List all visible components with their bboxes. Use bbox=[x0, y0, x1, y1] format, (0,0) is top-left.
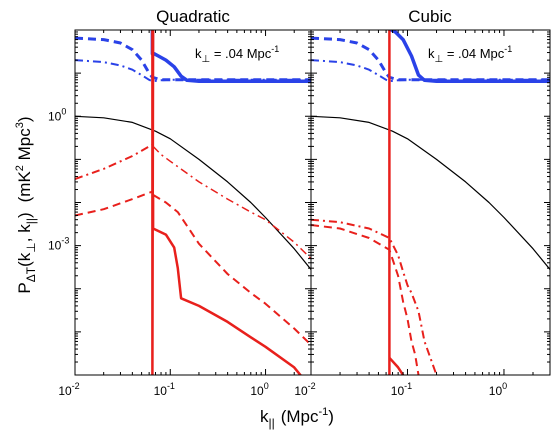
series-line-quadratic-0 bbox=[75, 115, 311, 270]
annotation-kperp-cubic: k⊥ = .04 Mpc-1 bbox=[428, 44, 512, 65]
series-line-cubic-5 bbox=[311, 218, 438, 375]
x-tick-label: 10-2 bbox=[58, 381, 79, 398]
x-axis-label: k|| (Mpc-1) bbox=[260, 406, 334, 430]
series-layer-cubic bbox=[311, 30, 550, 375]
x-tick-label: 100 bbox=[250, 381, 268, 398]
series-line-cubic-2 bbox=[311, 59, 550, 83]
series-line-quadratic-4 bbox=[75, 143, 153, 180]
series-line-cubic-7 bbox=[388, 356, 405, 375]
x-tick-label: 10-2 bbox=[294, 381, 315, 398]
x-tick-label: 100 bbox=[489, 381, 507, 398]
x-tick-label: 10-1 bbox=[391, 381, 412, 398]
series-line-quadratic-2 bbox=[75, 59, 311, 83]
y-axis-label: PΔT(k⊥, k||)(mK2 Mpc3) bbox=[14, 116, 38, 293]
x-tick-label: 10-1 bbox=[154, 381, 175, 398]
annotation-kperp-quadratic: k⊥ = .04 Mpc-1 bbox=[195, 44, 279, 65]
axis-ticks: 10-2 10-1 100 10-2 10-1 100 100 10-3 bbox=[48, 30, 551, 398]
y-tick-label: 100 bbox=[48, 106, 66, 123]
y-tick-label: 10-3 bbox=[48, 236, 69, 253]
series-line-quadratic-7 bbox=[152, 145, 311, 260]
panel-title-quadratic: Quadratic bbox=[156, 7, 230, 26]
series-line-cubic-6 bbox=[311, 224, 420, 375]
series-line-quadratic-8 bbox=[152, 194, 311, 346]
series-line-quadratic-5 bbox=[75, 190, 153, 217]
series-line-quadratic-6 bbox=[151, 30, 155, 375]
series-line-quadratic-9 bbox=[151, 194, 303, 375]
series-layer-quadratic bbox=[75, 30, 311, 375]
panel-title-cubic: Cubic bbox=[408, 7, 452, 26]
series-line-cubic-0 bbox=[311, 115, 550, 270]
